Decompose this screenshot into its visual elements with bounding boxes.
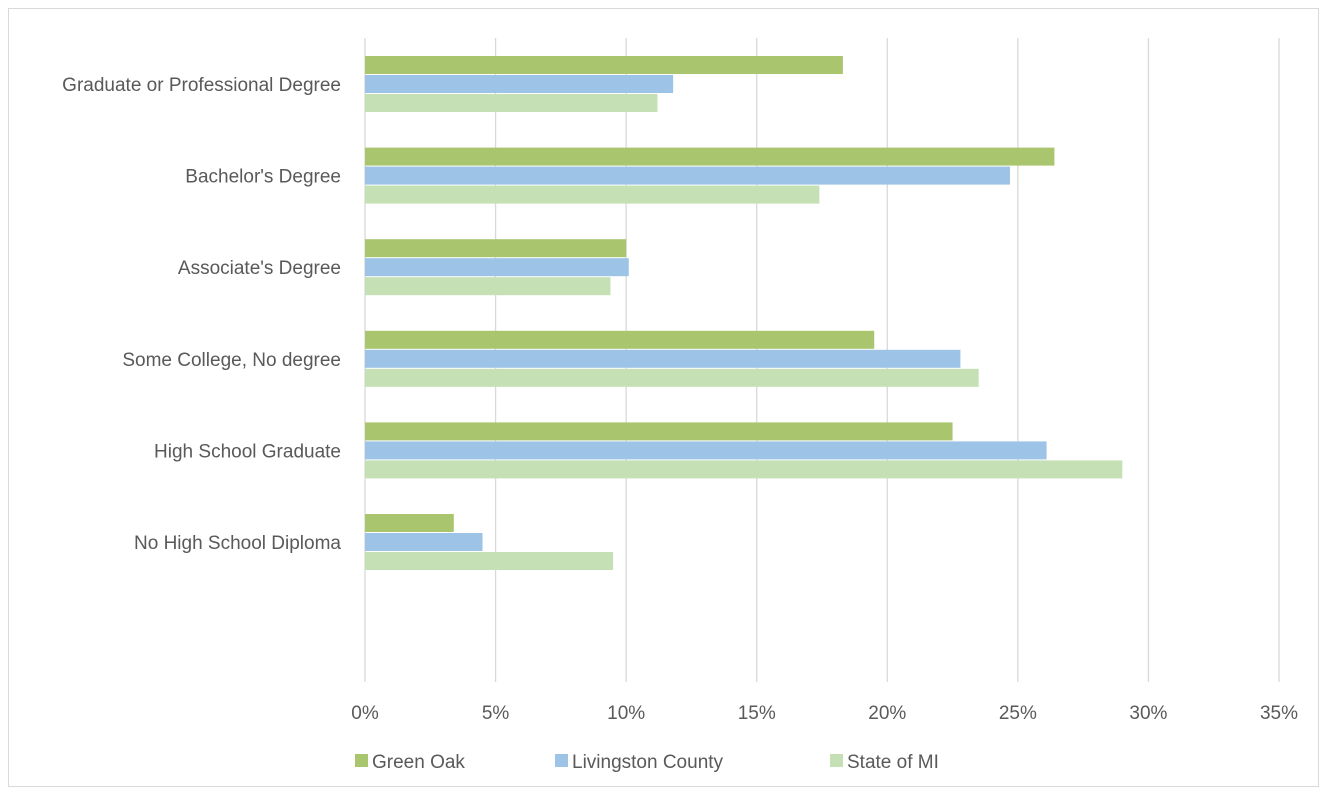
x-tick-label: 10% bbox=[607, 703, 645, 724]
bar-green-oak bbox=[365, 56, 843, 74]
x-axis-tick-labels: 0% 5% 10% 15% 20% 25% 30% 35% bbox=[351, 703, 1298, 724]
bar-livingston-county bbox=[365, 441, 1047, 460]
category-label: Graduate or Professional Degree bbox=[62, 75, 341, 96]
legend-swatch bbox=[355, 754, 368, 767]
bar-green-oak bbox=[365, 422, 953, 441]
bar-green-oak bbox=[365, 239, 627, 258]
legend-swatch bbox=[555, 754, 568, 767]
category-labels: Graduate or Professional Degree Bachelor'… bbox=[62, 75, 341, 554]
legend-swatch bbox=[830, 754, 843, 767]
bar-livingston-county bbox=[365, 258, 629, 277]
legend: Green Oak Livingston County State of MI bbox=[355, 752, 939, 773]
category-label: No High School Diploma bbox=[134, 533, 341, 554]
x-tick-label: 0% bbox=[351, 703, 379, 724]
bar-state-of-mi bbox=[365, 185, 820, 204]
bar-state-of-mi bbox=[365, 94, 658, 112]
category-label: Some College, No degree bbox=[122, 350, 341, 371]
category-label: Associate's Degree bbox=[178, 258, 341, 279]
category-label: High School Graduate bbox=[154, 441, 341, 462]
bar-livingston-county bbox=[365, 349, 961, 368]
x-tick-label: 20% bbox=[868, 703, 906, 724]
x-tick-label: 25% bbox=[999, 703, 1037, 724]
category-label: Bachelor's Degree bbox=[185, 167, 341, 188]
legend-label: Green Oak bbox=[372, 752, 465, 773]
bar-state-of-mi bbox=[365, 368, 979, 387]
x-tick-label: 35% bbox=[1260, 703, 1298, 724]
legend-label: Livingston County bbox=[572, 752, 724, 773]
x-tick-label: 30% bbox=[1129, 703, 1167, 724]
bar-green-oak bbox=[365, 514, 454, 532]
legend-label: State of MI bbox=[847, 752, 939, 773]
x-tick-label: 15% bbox=[738, 703, 776, 724]
bar-livingston-county bbox=[365, 166, 1011, 185]
bar-green-oak bbox=[365, 330, 875, 349]
bar-livingston-county bbox=[365, 533, 483, 551]
bar-green-oak bbox=[365, 147, 1055, 166]
bar-livingston-county bbox=[365, 75, 674, 93]
bars bbox=[365, 56, 1123, 570]
bar-state-of-mi bbox=[365, 460, 1123, 479]
chart-frame bbox=[8, 8, 1319, 787]
bar-state-of-mi bbox=[365, 277, 611, 296]
bar-state-of-mi bbox=[365, 552, 614, 570]
x-tick-label: 5% bbox=[482, 703, 510, 724]
